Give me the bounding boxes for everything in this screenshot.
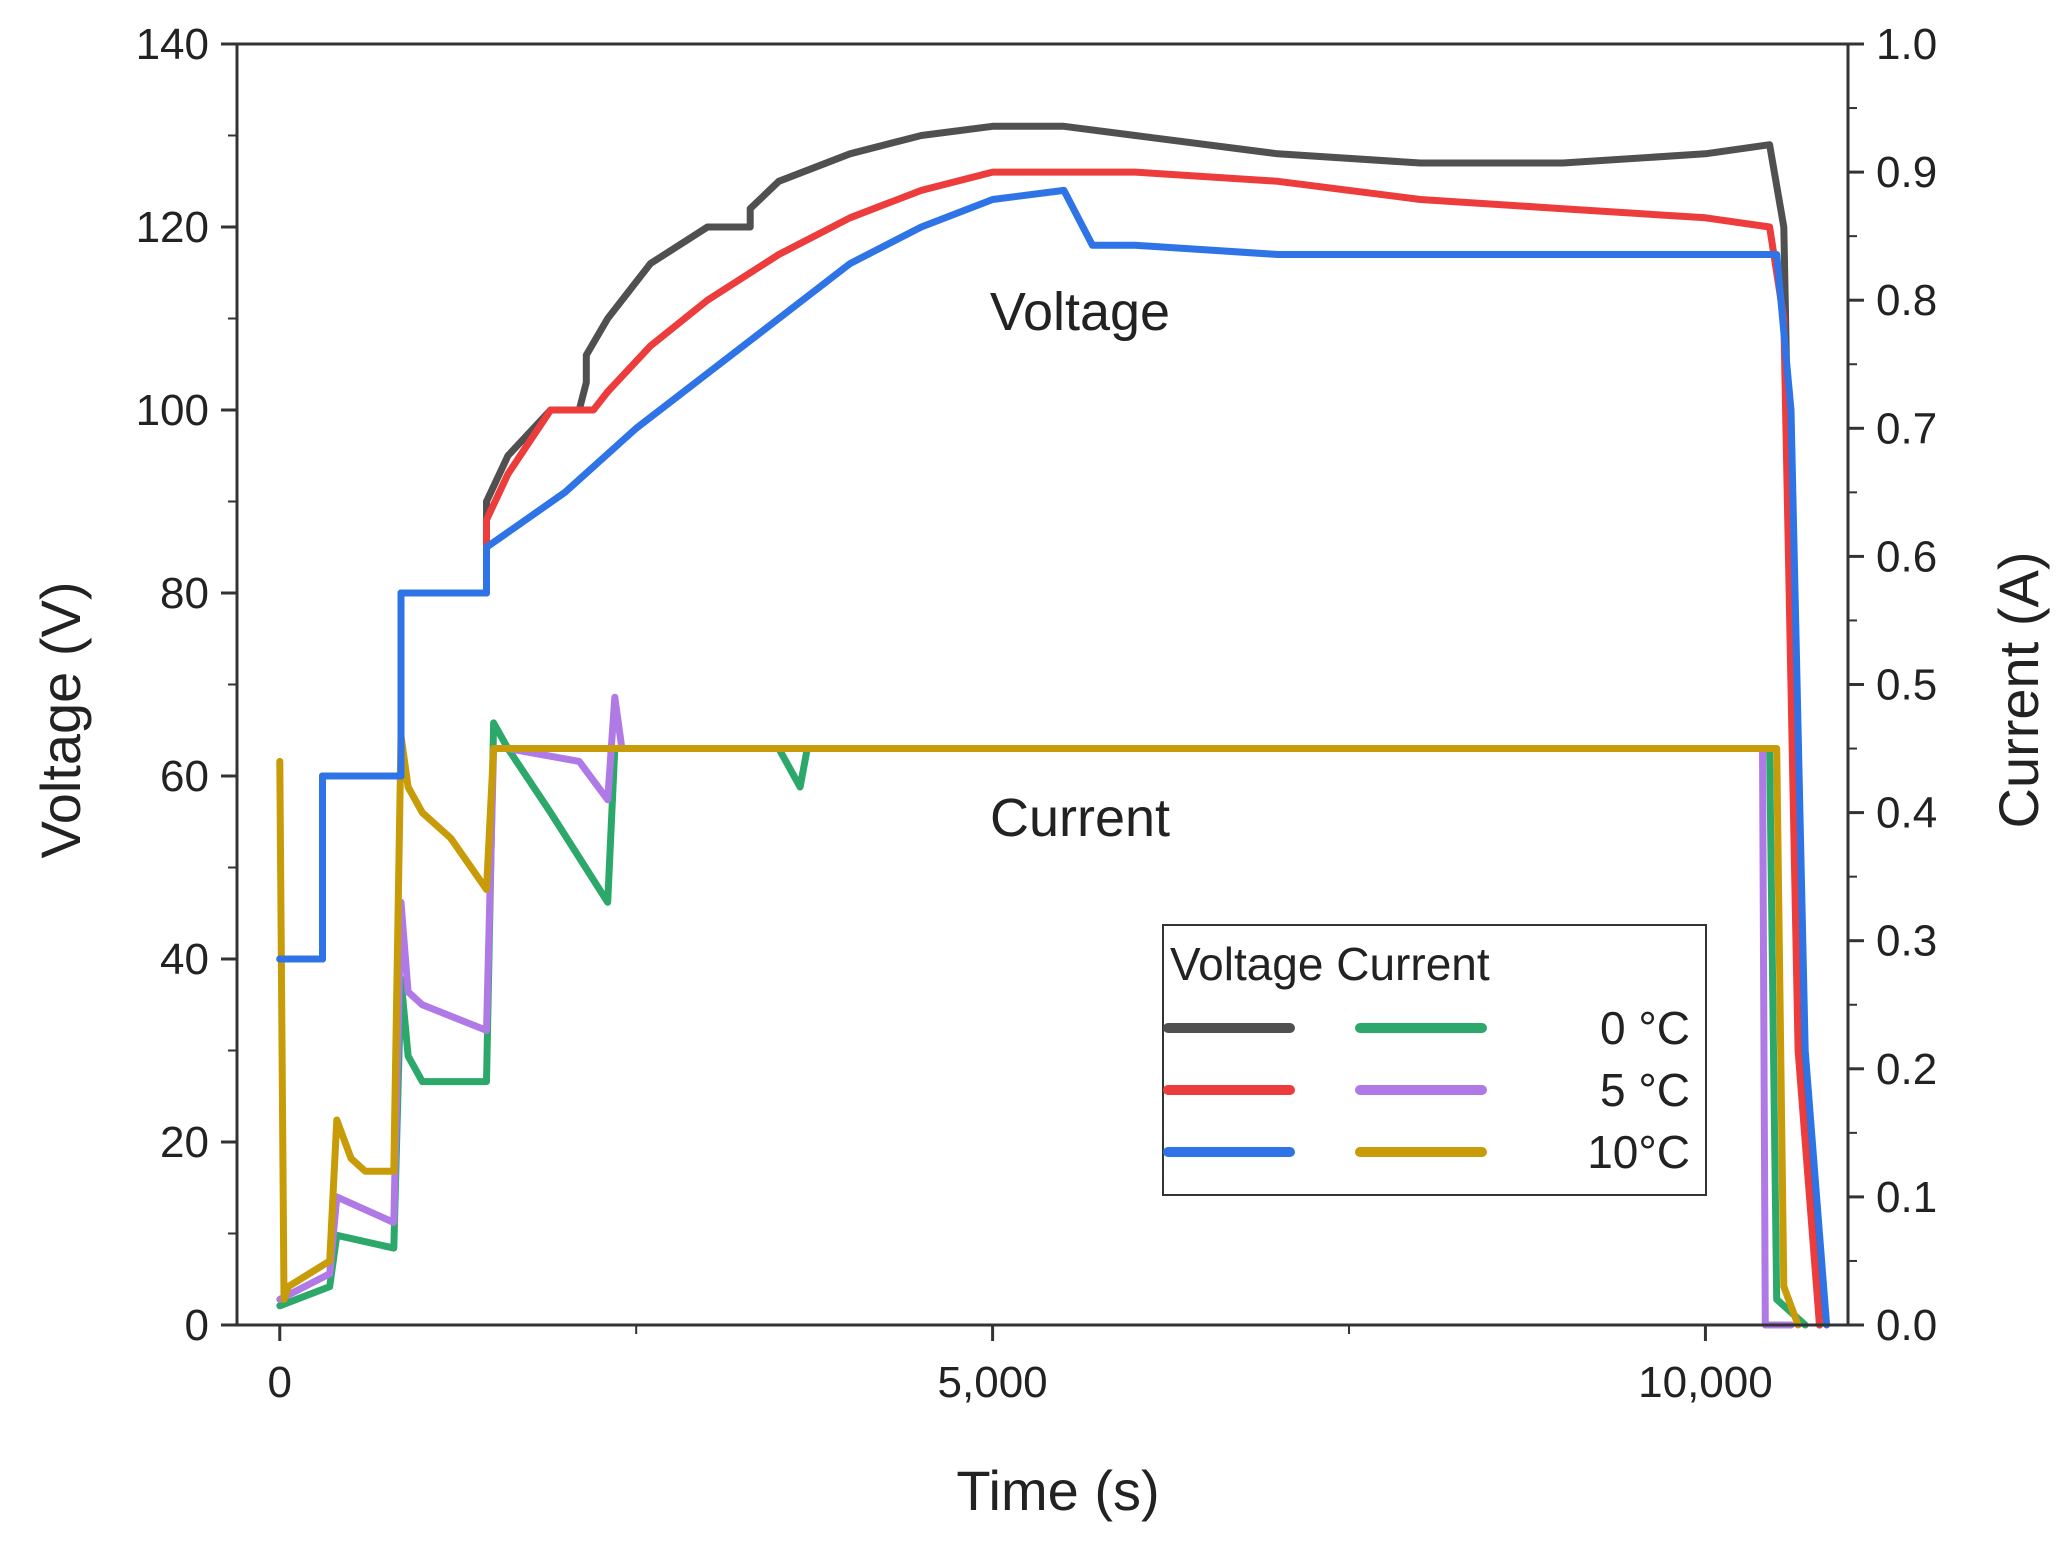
y2-tick-label: 0.0 xyxy=(1876,1301,1937,1350)
ticks-layer: 0 5,000 10,000 0 20 40 60 80 100 120 140 0.0 0.1 0.2 0… xyxy=(136,20,1938,1407)
legend-label: 5 °C xyxy=(1600,1064,1690,1116)
legend-label: 10°C xyxy=(1587,1126,1690,1178)
y-tick-label: 60 xyxy=(160,752,209,801)
y-tick-label: 140 xyxy=(136,20,209,69)
y2-tick-label: 0.4 xyxy=(1876,789,1937,838)
legend-header: Voltage Current xyxy=(1170,938,1490,990)
x-tick-label: 10,000 xyxy=(1638,1358,1773,1407)
legend-rows: 0 °C 5 °C 10°C xyxy=(1163,1002,1690,1178)
y2-tick-label: 0.8 xyxy=(1876,276,1937,325)
y2-tick-label: 0.6 xyxy=(1876,532,1937,581)
y2-tick-label: 0.1 xyxy=(1876,1173,1937,1222)
y-tick-label: 120 xyxy=(136,203,209,252)
series-line-current-10-c xyxy=(276,732,1802,1329)
y2-tick-label: 0.2 xyxy=(1876,1045,1937,1094)
x-tick-label: 0 xyxy=(268,1358,292,1407)
legend-label: 0 °C xyxy=(1600,1002,1690,1054)
y2-tick-label: 0.3 xyxy=(1876,917,1937,966)
y2-tick-label: 0.9 xyxy=(1876,148,1937,197)
annotation-current: Current xyxy=(990,788,1170,848)
x-axis-title: Time (s) xyxy=(956,1459,1159,1522)
legend: Voltage Current 0 °C 5 °C 10°C xyxy=(1162,924,1707,1196)
series-line-voltage-10-c xyxy=(276,186,1831,1329)
series-layer xyxy=(276,122,1831,1329)
y2-tick-label: 0.7 xyxy=(1876,404,1937,453)
y-tick-label: 100 xyxy=(136,386,209,435)
y-tick-label: 0 xyxy=(185,1301,209,1350)
y-tick-label: 40 xyxy=(160,935,209,984)
y2-tick-label: 1.0 xyxy=(1876,20,1937,69)
y2-axis-title: Current (A) xyxy=(1987,552,2050,829)
y-tick-label: 80 xyxy=(160,569,209,618)
x-tick-label: 5,000 xyxy=(938,1358,1048,1407)
annotation-voltage: Voltage xyxy=(990,282,1170,342)
y-axis-title: Voltage (V) xyxy=(29,581,92,858)
y-tick-label: 20 xyxy=(160,1118,209,1167)
y2-tick-label: 0.5 xyxy=(1876,661,1937,710)
